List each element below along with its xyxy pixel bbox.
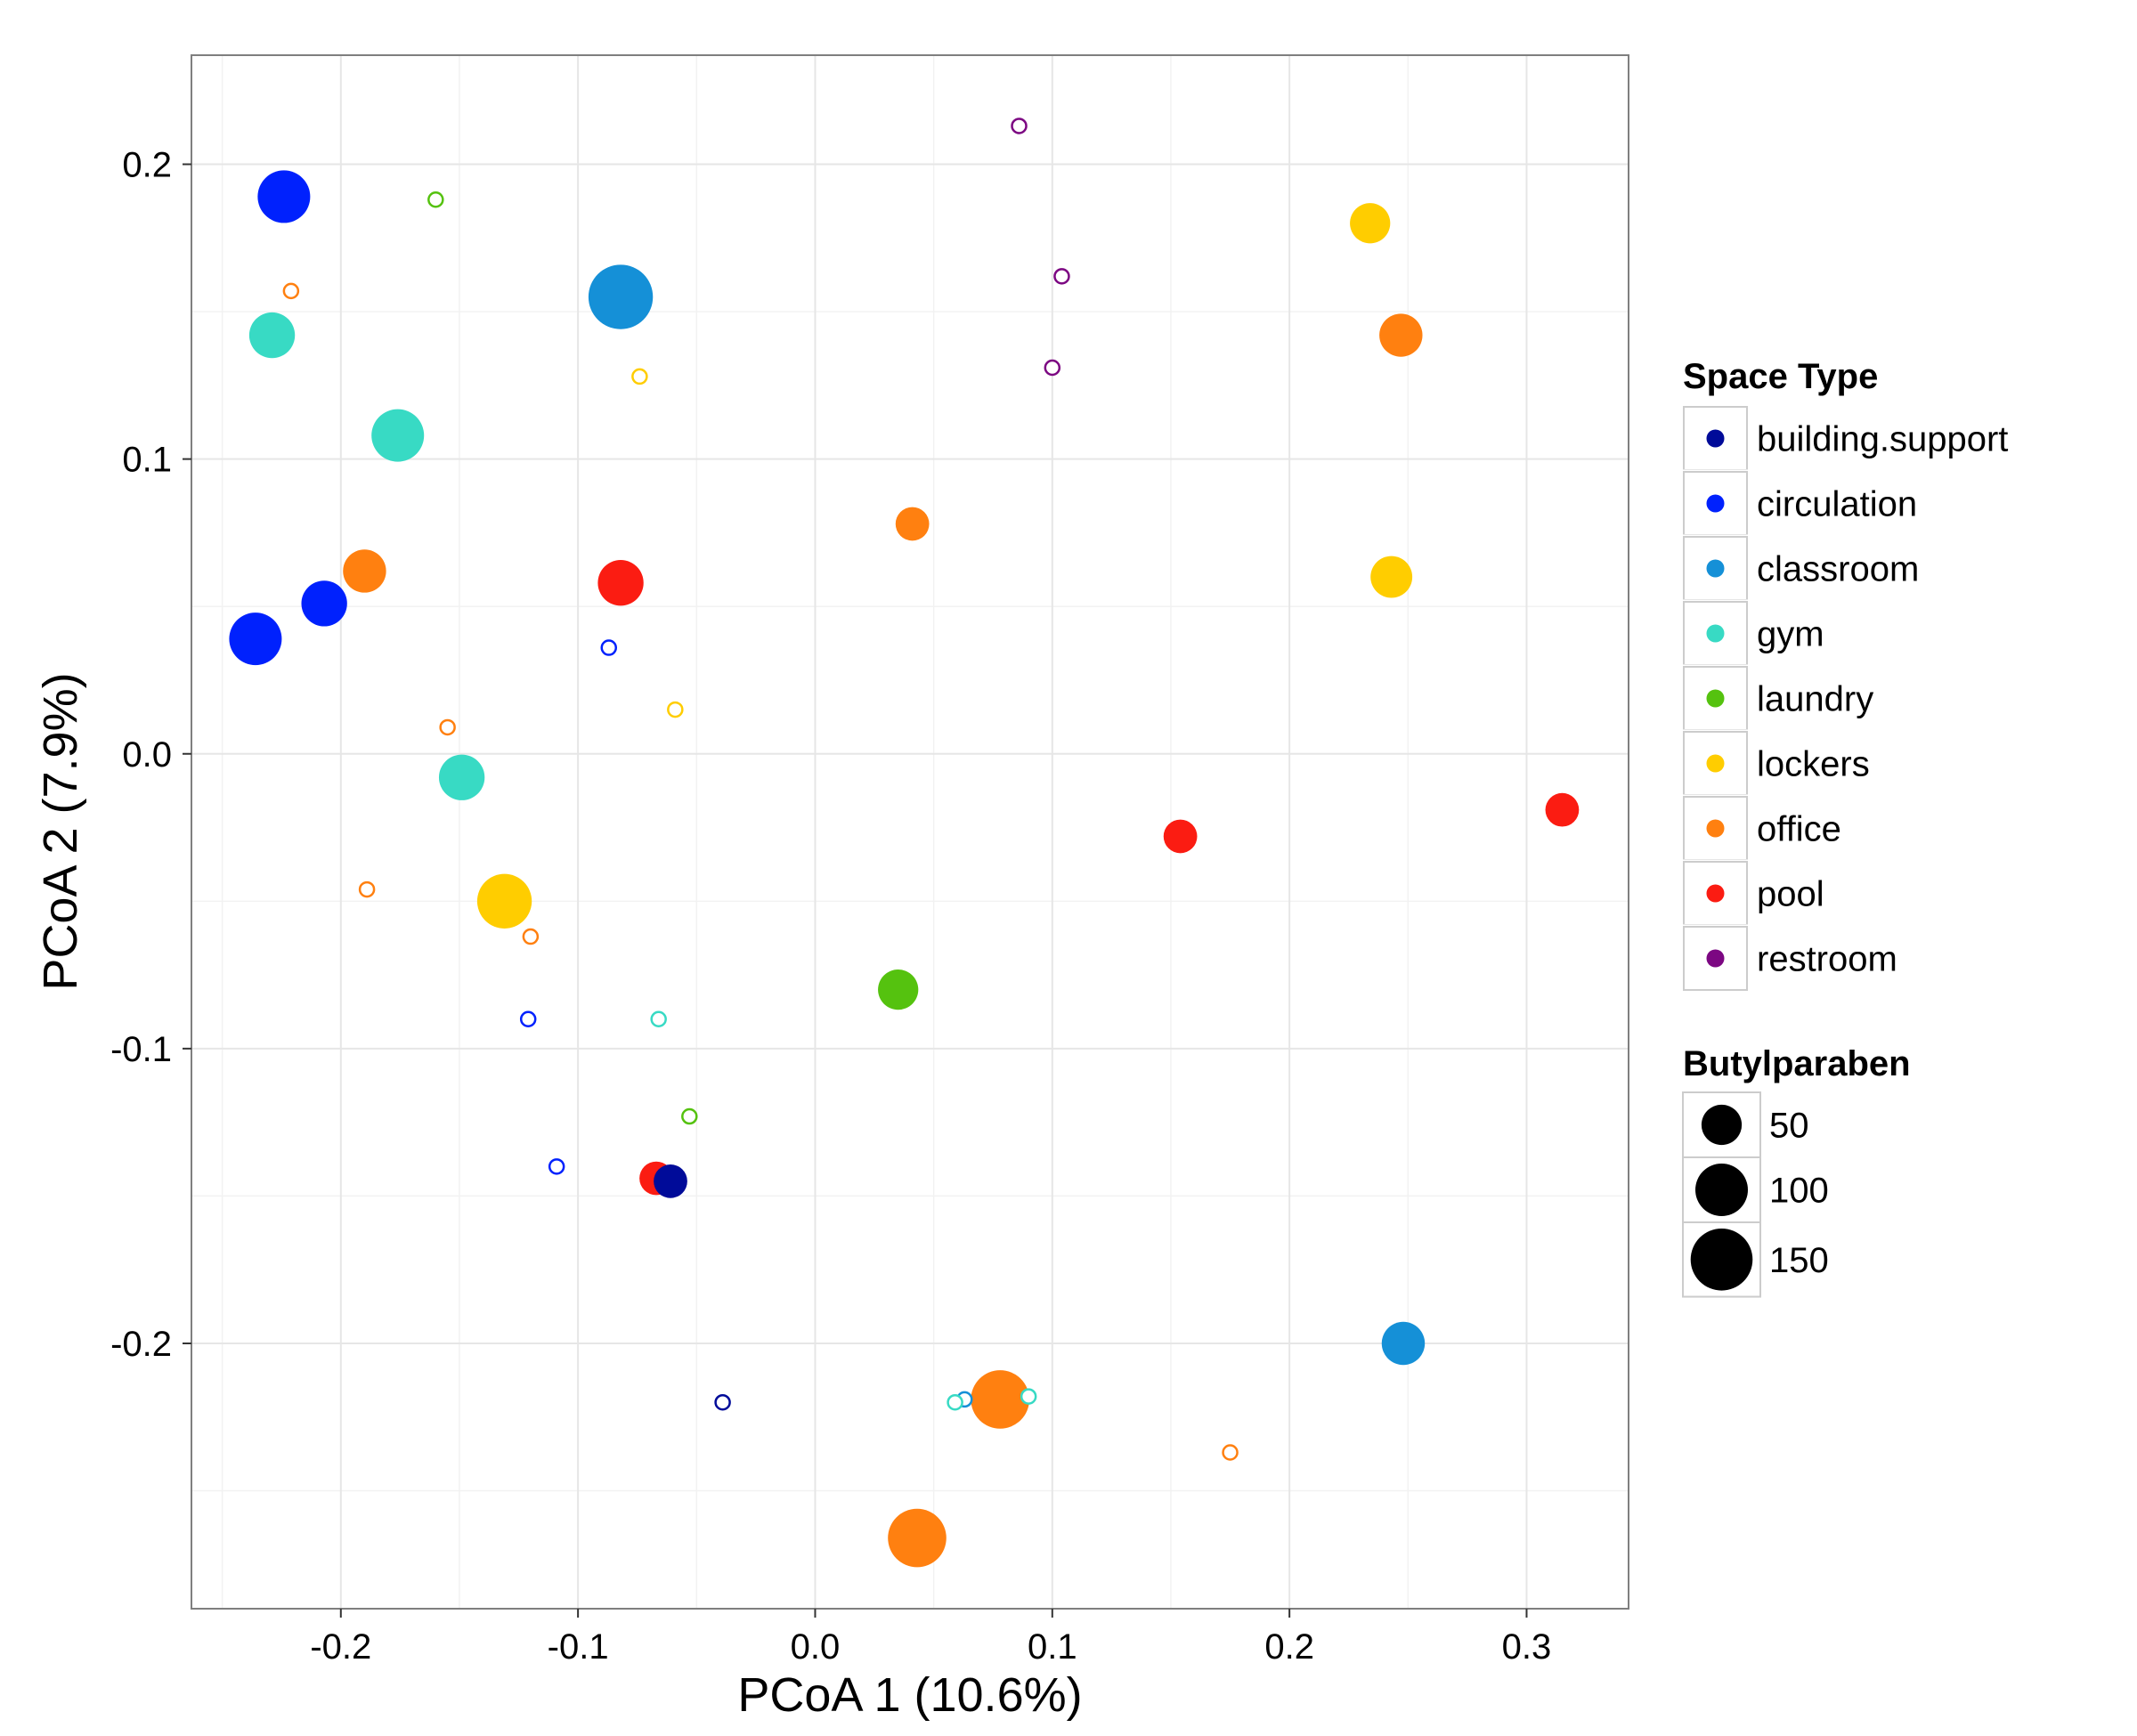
- data-point-gym: [1020, 1388, 1037, 1405]
- color-legend-key-laundry: [1706, 689, 1725, 708]
- size-legend-label: 100: [1769, 1172, 1829, 1211]
- data-point-circulation: [257, 170, 311, 223]
- grid-lines: [191, 55, 1629, 1609]
- x-tick-label: 0.0: [791, 1627, 841, 1667]
- x-tick-label: 0.3: [1502, 1627, 1552, 1667]
- data-point-office: [895, 507, 930, 541]
- data-point-lockers: [631, 368, 648, 385]
- y-tick-label: 0.1: [122, 441, 172, 480]
- data-point-lockers: [1370, 556, 1413, 598]
- plot-panel: [191, 55, 1629, 1609]
- color-legend-key-building-support: [1706, 429, 1725, 448]
- y-tick-label: -0.1: [110, 1030, 172, 1069]
- data-point-laundry: [427, 191, 444, 208]
- color-legend-label: classroom: [1757, 550, 1919, 589]
- color-legend-key-office: [1706, 819, 1725, 838]
- data-point-office: [439, 718, 456, 736]
- data-point-gym: [371, 409, 425, 462]
- data-point-circulation: [548, 1158, 565, 1175]
- data-point-circulation: [519, 1010, 537, 1028]
- color-legend-key-lockers: [1706, 754, 1725, 773]
- y-tick-label: 0.0: [122, 735, 172, 775]
- data-point-circulation: [229, 612, 282, 666]
- color-legend: Space Type building.support circulation cl…: [1681, 357, 2008, 993]
- data-point-lockers: [667, 701, 684, 718]
- size-legend-key-100: [1695, 1164, 1748, 1216]
- y-tick-label: -0.2: [110, 1325, 172, 1364]
- data-point-pool: [597, 560, 644, 606]
- data-point-gym: [947, 1393, 963, 1411]
- y-tick-label: 0.2: [122, 146, 172, 185]
- data-point-laundry: [681, 1107, 698, 1125]
- color-legend-label: pool: [1757, 875, 1824, 914]
- data-point-lockers: [1350, 203, 1391, 244]
- color-legend-label: circulation: [1757, 485, 1917, 524]
- data-point-pool: [1545, 792, 1580, 827]
- data-point-office: [971, 1370, 1030, 1429]
- data-point-office: [358, 880, 376, 898]
- color-legend-label: gym: [1757, 615, 1824, 654]
- data-point-gym: [438, 754, 485, 800]
- x-axis-ticks: -0.2 -0.1 0.0 0.1 0.2 0.3: [310, 1609, 1551, 1667]
- data-point-gym: [248, 312, 296, 359]
- data-point-laundry: [878, 969, 919, 1010]
- data-point-restroom: [1011, 118, 1028, 134]
- data-point-gym: [650, 1010, 667, 1028]
- color-legend-key-gym: [1706, 624, 1725, 643]
- x-tick-label: 0.2: [1264, 1627, 1314, 1667]
- data-point-circulation: [600, 639, 618, 656]
- data-point-classroom: [1381, 1321, 1426, 1366]
- data-point-pool: [1163, 819, 1198, 854]
- data-point-office: [343, 549, 386, 593]
- size-legend-label: 50: [1769, 1107, 1809, 1146]
- size-legend-label: 150: [1769, 1241, 1829, 1280]
- data-point-lockers: [476, 873, 532, 929]
- data-point-office: [1222, 1444, 1239, 1461]
- color-legend-key-restroom: [1706, 949, 1725, 968]
- size-legend-title: Butylparaben: [1683, 1044, 1911, 1083]
- color-legend-label: restroom: [1757, 940, 1897, 979]
- plot-border: [191, 54, 1629, 1610]
- color-legend-key-classroom: [1706, 559, 1725, 578]
- color-legend-key-frame: [1683, 796, 1748, 861]
- data-points: [229, 118, 1580, 1568]
- color-legend-label: building.support: [1757, 420, 2008, 459]
- size-legend-key-50: [1701, 1104, 1743, 1146]
- y-axis-title: PCoA 2 (7.9%): [34, 672, 87, 990]
- color-legend-key-pool: [1706, 884, 1725, 903]
- data-point-classroom: [588, 264, 654, 329]
- data-point-restroom: [1053, 268, 1070, 285]
- size-legend-key-150: [1690, 1229, 1753, 1291]
- data-point-restroom: [1044, 359, 1061, 377]
- color-legend-label: laundry: [1757, 680, 1873, 719]
- data-point-office: [1379, 313, 1423, 357]
- data-point-circulation: [301, 580, 347, 627]
- data-point-building-support: [654, 1164, 687, 1198]
- color-legend-key-frame: [1683, 471, 1748, 536]
- data-point-building-support: [714, 1393, 731, 1411]
- y-axis-ticks: -0.2 -0.1 0.0 0.1 0.2: [110, 146, 191, 1364]
- data-point-office: [888, 1508, 947, 1568]
- color-legend-title: Space Type: [1683, 357, 1878, 396]
- size-legend: Butylparaben 50 100 150: [1682, 1044, 1911, 1298]
- data-point-office: [522, 928, 540, 945]
- color-legend-key-circulation: [1706, 494, 1725, 513]
- x-tick-label: -0.1: [548, 1627, 609, 1667]
- x-axis-title: PCoA 1 (10.6%): [737, 1668, 1082, 1722]
- data-point-office: [282, 282, 300, 300]
- x-tick-label: -0.2: [310, 1627, 371, 1667]
- color-legend-label: office: [1757, 810, 1841, 849]
- color-legend-label: lockers: [1757, 745, 1870, 784]
- x-tick-label: 0.1: [1028, 1627, 1077, 1667]
